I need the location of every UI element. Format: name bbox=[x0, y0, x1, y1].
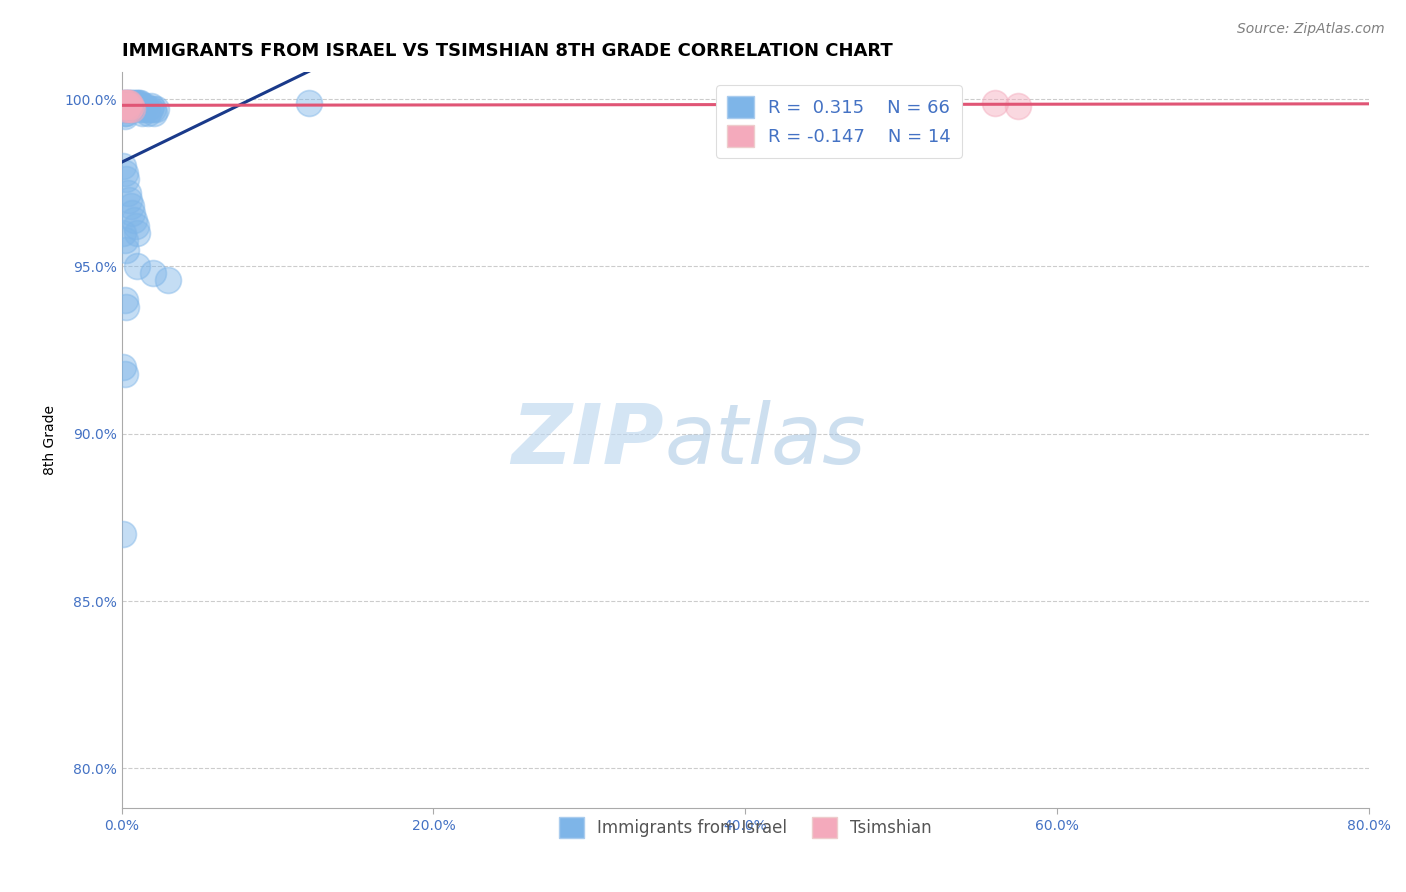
Point bbox=[127, 260, 149, 274]
Point bbox=[118, 99, 141, 113]
Point bbox=[142, 266, 165, 280]
Text: atlas: atlas bbox=[664, 400, 866, 481]
Point bbox=[114, 233, 136, 247]
Point bbox=[131, 105, 153, 120]
Point bbox=[115, 172, 138, 186]
Point bbox=[112, 102, 135, 116]
Point bbox=[124, 95, 146, 110]
Point bbox=[1007, 99, 1029, 113]
Point bbox=[118, 95, 141, 110]
Point bbox=[143, 105, 166, 120]
Point bbox=[114, 293, 136, 307]
Point bbox=[114, 367, 136, 381]
Point bbox=[114, 166, 136, 180]
Point bbox=[115, 243, 138, 257]
Point bbox=[112, 99, 135, 113]
Point bbox=[122, 99, 145, 113]
Point bbox=[120, 199, 142, 213]
Point bbox=[112, 95, 135, 110]
Point bbox=[121, 206, 143, 220]
Point bbox=[117, 102, 139, 116]
Point bbox=[117, 99, 139, 113]
Point bbox=[118, 193, 141, 207]
Point bbox=[112, 359, 135, 374]
Point bbox=[115, 99, 138, 113]
Point bbox=[131, 99, 153, 113]
Point bbox=[115, 105, 138, 120]
Point bbox=[129, 95, 152, 110]
Point bbox=[114, 95, 136, 110]
Point bbox=[112, 226, 135, 240]
Point bbox=[142, 102, 165, 116]
Point bbox=[120, 102, 142, 116]
Point bbox=[122, 95, 145, 110]
Point bbox=[121, 95, 143, 110]
Y-axis label: 8th Grade: 8th Grade bbox=[44, 406, 58, 475]
Point bbox=[115, 102, 138, 116]
Point bbox=[127, 95, 149, 110]
Point bbox=[114, 99, 136, 113]
Point bbox=[134, 99, 156, 113]
Point bbox=[145, 102, 167, 116]
Point bbox=[117, 95, 139, 110]
Point bbox=[141, 99, 163, 113]
Point bbox=[114, 102, 136, 116]
Text: Source: ZipAtlas.com: Source: ZipAtlas.com bbox=[1237, 22, 1385, 37]
Point bbox=[120, 95, 142, 110]
Point bbox=[121, 102, 143, 116]
Point bbox=[112, 99, 135, 113]
Point bbox=[114, 95, 136, 110]
Point bbox=[136, 105, 159, 120]
Point bbox=[124, 219, 146, 234]
Point bbox=[128, 95, 150, 110]
Point bbox=[135, 102, 157, 116]
Text: IMMIGRANTS FROM ISRAEL VS TSIMSHIAN 8TH GRADE CORRELATION CHART: IMMIGRANTS FROM ISRAEL VS TSIMSHIAN 8TH … bbox=[121, 42, 893, 60]
Point bbox=[984, 95, 1007, 110]
Point bbox=[115, 95, 138, 110]
Point bbox=[112, 95, 135, 110]
Text: ZIP: ZIP bbox=[512, 400, 664, 481]
Point bbox=[118, 102, 141, 116]
Point bbox=[115, 102, 138, 116]
Point bbox=[115, 300, 138, 314]
Point bbox=[121, 99, 143, 113]
Point bbox=[157, 273, 180, 287]
Point bbox=[117, 95, 139, 110]
Point bbox=[114, 105, 136, 120]
Point bbox=[127, 99, 149, 113]
Point bbox=[118, 102, 141, 116]
Point bbox=[112, 159, 135, 173]
Point bbox=[112, 527, 135, 541]
Point bbox=[118, 95, 141, 110]
Point bbox=[120, 99, 142, 113]
Point bbox=[128, 99, 150, 113]
Point bbox=[124, 99, 146, 113]
Point bbox=[298, 95, 321, 110]
Point bbox=[117, 186, 139, 200]
Point bbox=[114, 109, 136, 123]
Point bbox=[115, 95, 138, 110]
Point bbox=[127, 226, 149, 240]
Point bbox=[132, 102, 155, 116]
Point bbox=[129, 102, 152, 116]
Point bbox=[114, 99, 136, 113]
Point bbox=[120, 99, 142, 113]
Point bbox=[117, 99, 139, 113]
Point bbox=[138, 102, 160, 116]
Legend: Immigrants from Israel, Tsimshian: Immigrants from Israel, Tsimshian bbox=[553, 811, 939, 844]
Point bbox=[122, 212, 145, 227]
